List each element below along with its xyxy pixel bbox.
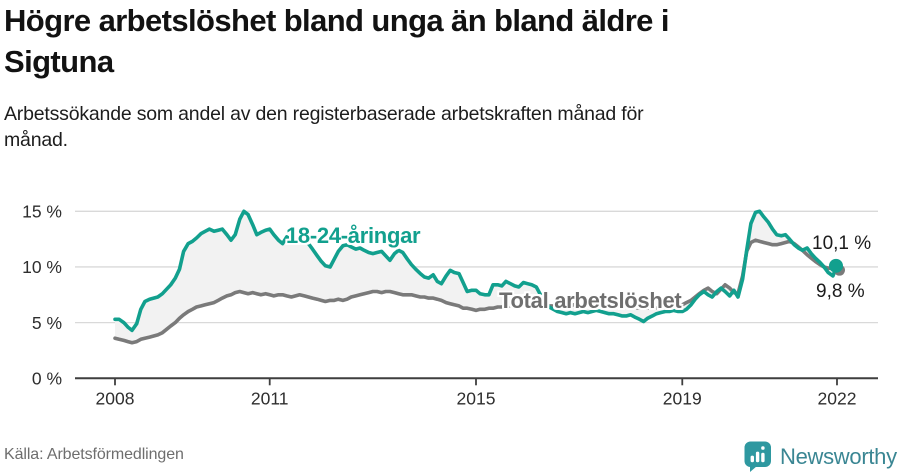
end-value-label-18-24: 10,1 % bbox=[812, 233, 872, 254]
newsworthy-wordmark: Newsworthy bbox=[780, 443, 897, 469]
axis-layer: 0 % 5 % 10 % 15 % 2008 2011 2015 2019 2022 bbox=[22, 201, 878, 409]
page-subtitle-line2: månad. bbox=[4, 129, 68, 151]
series-label-total: Total arbetslöshet bbox=[499, 288, 682, 313]
x-tick-label-2019: 2019 bbox=[663, 389, 702, 409]
page-subtitle: Arbetssökande som andel av den registerb… bbox=[4, 101, 864, 153]
newsworthy-logo: Newsworthy bbox=[744, 441, 897, 472]
y-tick-label-10: 10 % bbox=[22, 257, 62, 277]
x-tick-label-2015: 2015 bbox=[457, 389, 496, 409]
series-label-18-24: 18-24-åringar bbox=[286, 223, 421, 248]
series-lines-layer bbox=[113, 209, 839, 345]
end-dot-18-24 bbox=[828, 258, 843, 273]
y-tick-label-5: 5 % bbox=[32, 313, 62, 333]
x-tick-label-2022: 2022 bbox=[818, 389, 857, 409]
end-dots-layer bbox=[828, 258, 845, 276]
source-note: Källa: Arbetsförmedlingen bbox=[4, 446, 184, 463]
x-tick-label-2008: 2008 bbox=[96, 389, 135, 409]
series-line-total bbox=[113, 238, 839, 345]
newsworthy-bar-chart-icon bbox=[744, 441, 771, 472]
y-tick-label-15: 15 % bbox=[22, 201, 62, 221]
page-title: Högre arbetslöshet bland unga än bland ä… bbox=[4, 0, 896, 82]
x-tick-label-2011: 2011 bbox=[251, 389, 289, 409]
end-value-label-total: 9,8 % bbox=[816, 281, 865, 302]
page-title-line1: Högre arbetslöshet bland unga än bland ä… bbox=[4, 3, 669, 38]
y-tick-label-0: 0 % bbox=[32, 369, 62, 389]
page-subtitle-line1: Arbetssökande som andel av den registerb… bbox=[4, 103, 644, 125]
series-line-18-24 bbox=[113, 209, 839, 333]
page-title-line2: Sigtuna bbox=[4, 44, 114, 79]
